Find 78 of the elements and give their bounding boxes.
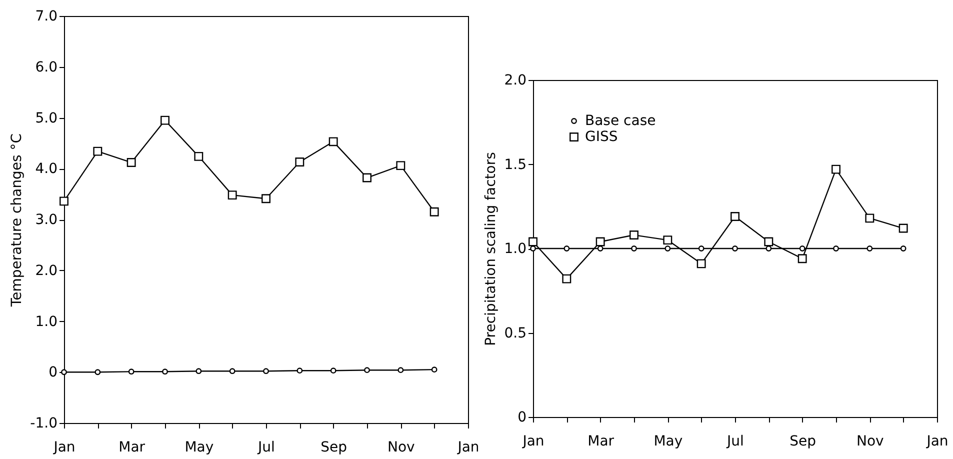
x-tick-label: Sep — [320, 440, 348, 456]
point — [126, 158, 136, 167]
legend-label: GISS — [585, 129, 618, 145]
point — [562, 274, 572, 284]
point — [900, 246, 906, 252]
point — [196, 368, 202, 374]
y-tick-label: 0.5 — [504, 325, 526, 342]
x-tick-label: Mar — [118, 440, 146, 456]
x-tick-label: Nov — [856, 434, 884, 450]
x-tick-label: Nov — [388, 440, 415, 456]
x-tick-label: Jan — [456, 440, 480, 456]
point — [60, 196, 68, 206]
point — [398, 367, 404, 374]
x-tick-label: Jul — [726, 434, 744, 450]
y-tick-label: 2.0 — [504, 72, 526, 88]
y-tick-label: 2.0 — [35, 262, 58, 279]
point — [698, 246, 704, 252]
point — [263, 368, 269, 374]
point — [764, 237, 774, 246]
point — [766, 246, 772, 252]
point — [194, 152, 204, 161]
point — [431, 366, 438, 373]
point — [160, 116, 170, 125]
point — [564, 246, 570, 252]
point — [229, 368, 236, 374]
point — [430, 207, 439, 216]
x-tick-label: Jul — [257, 440, 275, 456]
point — [730, 212, 740, 221]
y-tick-label: 5.0 — [35, 110, 58, 126]
point — [631, 246, 637, 252]
legend-label: Base case — [585, 113, 656, 129]
y-tick-label: 1.0 — [35, 314, 58, 330]
y-tick-label: 1.5 — [504, 156, 526, 173]
x-tick-label: Jan — [926, 434, 948, 450]
x-tick-label: Jan — [52, 440, 76, 456]
point — [865, 214, 874, 223]
point — [833, 246, 839, 252]
point — [328, 137, 338, 146]
y-tick-label: 0 — [48, 364, 58, 381]
point — [364, 367, 370, 374]
point — [866, 246, 873, 252]
point — [162, 368, 168, 375]
x-tick-label: May — [184, 440, 214, 456]
point — [596, 237, 605, 246]
y-tick-label: 1.0 — [504, 241, 526, 257]
y-tick-label: -1.0 — [30, 416, 58, 432]
point — [732, 246, 738, 252]
point — [597, 246, 604, 252]
y-tick-label: 7.0 — [35, 8, 58, 24]
y-tick-label: 6.0 — [35, 59, 58, 76]
point — [296, 368, 303, 374]
y-tick-label: 0 — [518, 410, 526, 426]
point — [396, 161, 406, 170]
point — [362, 173, 372, 182]
y-axis-title: Temperature changes °C — [9, 133, 26, 308]
point — [798, 254, 807, 264]
x-tick-label: Sep — [790, 434, 816, 450]
point — [630, 230, 638, 240]
point — [664, 246, 671, 252]
y-axis-title: Precipitation scaling factors — [483, 152, 500, 346]
point — [799, 246, 806, 252]
point — [832, 164, 840, 174]
x-tick-label: Mar — [588, 434, 614, 450]
point — [94, 369, 101, 376]
point — [228, 190, 237, 200]
x-tick-label: May — [654, 434, 683, 450]
point — [93, 146, 102, 156]
point — [663, 236, 672, 245]
y-tick-label: 4.0 — [35, 161, 58, 178]
point — [295, 158, 304, 166]
point — [696, 259, 706, 268]
point — [898, 224, 908, 233]
y-tick-label: 3.0 — [35, 212, 58, 228]
point — [128, 368, 134, 375]
point — [262, 194, 270, 204]
point — [528, 237, 538, 246]
point — [330, 368, 336, 374]
x-tick-label: Jan — [522, 434, 544, 450]
